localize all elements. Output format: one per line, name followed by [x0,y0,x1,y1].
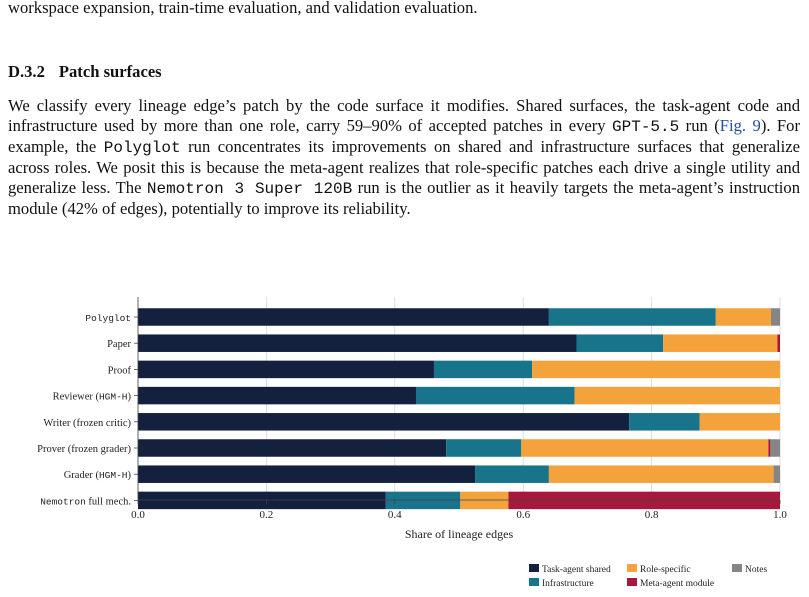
chart-axes: 0.0 0.2 0.4 0.6 0.8 1.0 Polyglot Paper Proof Revi… [37,297,787,541]
section-number: D.3.2 [8,62,45,81]
para-text-1: We classify every lineage edge’s patch b… [8,96,800,135]
bar-segment-infrastructure [415,386,575,405]
bar-segment-meta-agent-module [777,334,780,352]
x-tick-label: 0.0 [131,509,145,521]
bar-segment-task-agent-shared [138,334,577,352]
bar-segment-task-agent-shared [138,439,447,457]
bar-segment-role-specific [699,413,780,431]
top-paragraph-line: workspace expansion, train-time evaluati… [8,0,478,17]
section-heading: D.3.2 Patch surfaces [8,62,162,82]
legend-label: Notes [745,565,767,575]
legend-swatch-notes [732,564,742,572]
legend-label: Task-agent shared [542,565,611,575]
model-name-nemotron: Nemotron 3 Super 120B [146,180,353,198]
bar-segment-role-specific [532,360,780,379]
body-paragraph: We classify every lineage edge’s patch b… [8,96,800,219]
legend-label: Infrastructure [542,578,594,589]
patch-surfaces-chart: 0.0 0.2 0.4 0.6 0.8 1.0 Polyglot Paper Proof Revi… [37,297,787,589]
bar-segment-task-agent-shared [138,413,630,431]
y-category-label: Proof [108,365,132,376]
bar-segment-infrastructure [548,308,716,326]
legend-swatch-meta-agent-module [627,578,637,586]
bar-segment-role-specific [574,386,780,405]
y-category-label: Nemotron full mech. [40,496,131,507]
bar-segment-task-agent-shared [138,360,434,379]
x-tick-label: 0.6 [516,509,530,521]
model-name-gpt: GPT-5.5 [612,118,680,136]
x-tick-label: 0.8 [645,509,659,521]
chart-legend: Task-agent shared Infrastructure Role-spec… [529,564,767,589]
bar-segment-infrastructure [433,360,533,379]
legend-swatch-task-agent-shared [529,564,539,572]
y-category-label: Grader (HGM-H) [64,470,132,481]
bar-segment-infrastructure [475,465,549,483]
bar-segment-task-agent-shared [138,308,549,326]
para-text-3: ). For example, the [8,116,800,156]
chart-bars [138,308,780,510]
bar-segment-infrastructure [576,334,664,352]
bar-segment-role-specific [548,465,774,483]
x-tick-label: 0.4 [388,509,402,521]
x-axis-label: Share of lineage edges [405,527,514,541]
y-category-label: Prover (frozen grader) [37,444,131,455]
bar-segment-role-specific [715,308,772,326]
x-tick-label: 0.2 [260,509,274,521]
legend-label: Meta-agent module [640,579,714,589]
bar-segment-role-specific [521,439,769,457]
run-name-polyglot: Polyglot [103,139,181,157]
y-category-label: Polyglot [85,313,131,324]
bar-segment-role-specific [663,334,778,352]
bar-segment-infrastructure [446,439,522,457]
bar-segment-notes [770,439,780,457]
legend-swatch-role-specific [627,564,637,572]
y-category-label: Writer (frozen critic) [43,418,131,429]
section-title: Patch surfaces [58,62,162,81]
bar-segment-task-agent-shared [138,465,476,483]
legend-label: Role-specific [640,564,691,575]
bar-segment-notes [773,465,780,483]
bar-segment-notes [771,308,780,326]
figure-reference-link[interactable]: Fig. 9 [719,116,761,135]
para-text-2: run ( [679,116,720,135]
para-text-5: run is the outlier as it heavily targets… [8,178,801,218]
para-text-4: run concentrates its improvements on sha… [8,137,800,197]
bar-segment-meta-agent-module [768,439,771,457]
bar-segment-task-agent-shared [138,386,416,405]
legend-swatch-infrastructure [529,578,539,586]
y-category-label: Reviewer (HGM-H) [53,392,132,403]
bar-segment-infrastructure [629,413,700,431]
y-category-label: Paper [107,339,131,350]
x-tick-label: 1.0 [773,509,787,521]
